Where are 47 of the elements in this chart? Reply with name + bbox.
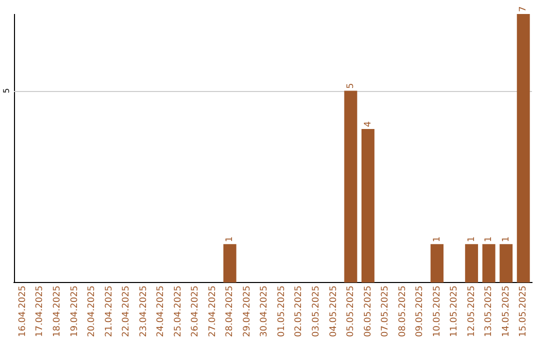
x-tick-label: 04.05.2025 xyxy=(328,285,339,337)
x-tick-label: 09.05.2025 xyxy=(415,285,426,337)
x-tick-label: 07.05.2025 xyxy=(380,285,391,337)
bar xyxy=(482,244,496,282)
data-label: 1 xyxy=(466,236,477,242)
bar xyxy=(516,14,530,282)
x-tick-label: 13.05.2025 xyxy=(484,285,494,337)
x-tick-label: 30.04.2025 xyxy=(260,285,270,337)
data-label: 5 xyxy=(346,82,356,89)
bar xyxy=(465,244,478,282)
ref-line-label: 5 xyxy=(2,88,12,94)
bar xyxy=(430,244,444,282)
x-tick-label: 22.04.2025 xyxy=(122,285,132,337)
data-label: 1 xyxy=(225,236,236,242)
x-tick-label: 11.05.2025 xyxy=(450,285,460,337)
x-tick-label: 18.04.2025 xyxy=(52,285,63,337)
x-tick-label: 03.05.2025 xyxy=(312,285,322,337)
x-tick-label: 14.05.2025 xyxy=(501,285,512,337)
x-tick-label: 25.04.2025 xyxy=(173,285,184,337)
x-tick-label: 24.04.2025 xyxy=(156,285,166,337)
x-tick-label: 05.05.2025 xyxy=(346,285,356,337)
x-tick-label: 19.04.2025 xyxy=(70,285,80,337)
data-label: 1 xyxy=(484,236,494,242)
x-tick-label: 28.04.2025 xyxy=(225,285,236,337)
data-label: 1 xyxy=(501,236,512,242)
x-tick-label: 15.05.2025 xyxy=(518,285,529,337)
x-tick-label: 08.05.2025 xyxy=(398,285,408,337)
bar xyxy=(500,244,513,282)
x-tick-label: 21.04.2025 xyxy=(104,285,114,337)
data-label: 4 xyxy=(363,121,374,128)
x-tick-label: 16.04.2025 xyxy=(18,285,28,337)
x-tick-label: 10.05.2025 xyxy=(432,285,442,337)
x-tick-label: 02.05.2025 xyxy=(294,285,304,337)
x-tick-label: 26.04.2025 xyxy=(190,285,201,337)
bar xyxy=(223,244,236,282)
x-tick-label: 29.04.2025 xyxy=(242,285,252,337)
data-label: 7 xyxy=(518,6,529,12)
data-label: 1 xyxy=(432,236,442,242)
x-tick-label: 27.04.2025 xyxy=(208,285,218,337)
x-tick-label: 01.05.2025 xyxy=(276,285,287,337)
bar xyxy=(361,129,374,282)
x-tick-label: 17.04.2025 xyxy=(35,285,46,337)
x-tick-label: 12.05.2025 xyxy=(466,285,477,337)
x-tick-label: 20.04.2025 xyxy=(87,285,98,337)
x-tick-label: 23.04.2025 xyxy=(138,285,149,337)
x-tick-label: 06.05.2025 xyxy=(363,285,374,337)
bar xyxy=(344,90,358,282)
